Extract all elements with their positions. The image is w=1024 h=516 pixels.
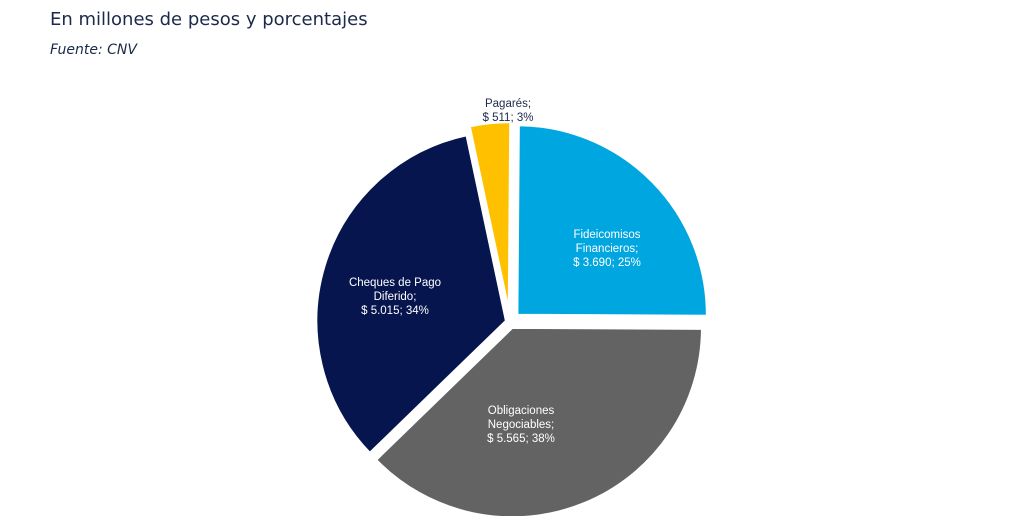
pie-slice-label-line: Financieros; <box>576 243 639 255</box>
pie-slice-label-0: Pagarés; $ 511; 3% <box>483 98 534 124</box>
pie-slice-3 <box>314 133 508 455</box>
pie-slice-label-line: Diferido; <box>374 291 417 303</box>
pie-slice-2 <box>374 326 704 516</box>
pie-slice-label-2: Obligaciones Negociables; $ 5.565; 38% <box>487 405 555 445</box>
chart-subtitle: En millones de pesos y porcentajes <box>50 9 368 30</box>
pie-slice-label-line: Pagarés; <box>485 98 531 110</box>
pie-slice-label-line: Fideicomisos <box>573 229 640 241</box>
pie-slice-label-line: $ 511; 3% <box>483 112 534 124</box>
pie-slice-label-line: $ 3.690; 25% <box>573 257 641 269</box>
pie-slice-label-line: $ 5.565; 38% <box>487 433 555 445</box>
pie-slice-label-line: Obligaciones <box>488 405 555 417</box>
pie-slice-label-line: Negociables; <box>488 419 554 431</box>
pie-slice-label-line: $ 5.015; 34% <box>361 305 429 317</box>
chart-source: Fuente: CNV <box>50 42 137 58</box>
pie-slice-label-line: Cheques de Pago <box>349 277 441 289</box>
pie-slice-label-1: Fideicomisos Financieros; $ 3.690; 25% <box>573 229 641 269</box>
pie-slice-label-3: Cheques de Pago Diferido; $ 5.015; 34% <box>349 277 441 317</box>
pie-slice-0 <box>468 120 512 313</box>
pie-slice-1 <box>515 123 709 318</box>
